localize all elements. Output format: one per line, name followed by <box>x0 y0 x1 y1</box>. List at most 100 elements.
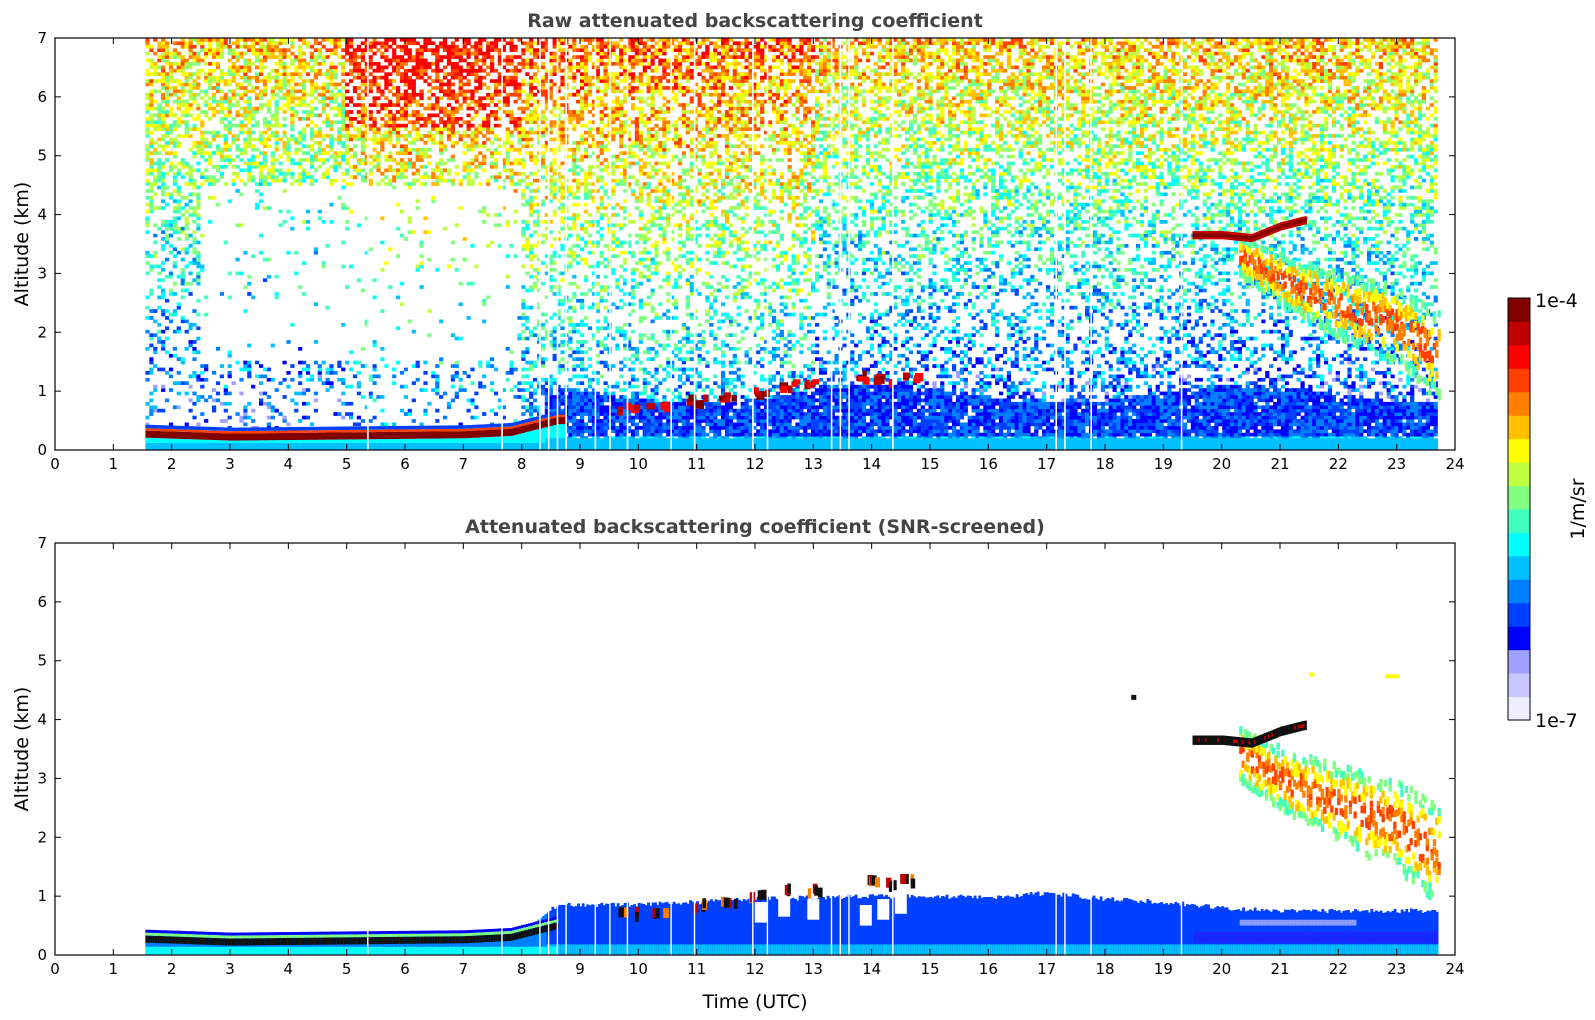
noise-cell <box>223 137 228 142</box>
noise-cell <box>533 110 538 114</box>
noise-cell <box>384 158 389 162</box>
noise-cell <box>176 168 181 173</box>
noise-cell <box>223 117 228 121</box>
noise-cell <box>548 178 553 183</box>
noise-cell <box>341 178 346 183</box>
noise-cell <box>380 65 385 70</box>
noise-cell <box>482 206 487 210</box>
noise-cell <box>470 244 475 248</box>
noise-cell <box>266 422 271 427</box>
noise-cell <box>380 75 385 80</box>
noise-cell <box>619 178 624 183</box>
noise-cell <box>153 408 158 413</box>
noise-cell <box>615 202 620 207</box>
noise-cell <box>208 75 213 80</box>
noise-cell <box>247 281 252 286</box>
noise-cell <box>403 62 408 66</box>
noise-cell <box>540 82 546 87</box>
noise-cell <box>329 154 334 159</box>
noise-cell <box>259 58 264 63</box>
noise-cell <box>521 367 526 372</box>
noise-cell <box>259 391 264 396</box>
noise-cell <box>196 151 201 155</box>
noise-cell <box>266 377 271 382</box>
noise-cell <box>439 120 444 125</box>
noise-cell <box>525 92 530 97</box>
noise-cell <box>450 75 455 80</box>
noise-cell <box>337 134 342 138</box>
noise-cell <box>611 240 616 245</box>
noise-cell <box>591 103 596 107</box>
noise-cell <box>360 89 365 94</box>
noise-cell <box>435 408 440 413</box>
noise-cell <box>168 374 174 379</box>
noise-cell <box>623 127 628 131</box>
noise-cell <box>196 55 201 59</box>
noise-cell <box>599 147 604 152</box>
noise-cell <box>560 220 565 224</box>
noise-cell <box>302 158 307 162</box>
noise-cell <box>368 86 373 90</box>
noise-cell <box>552 268 557 272</box>
noise-cell <box>302 92 307 97</box>
noise-cell <box>376 127 381 131</box>
noise-cell <box>482 319 487 324</box>
noise-cell <box>372 79 377 83</box>
noise-cell <box>435 58 440 63</box>
noise-cell <box>149 123 154 128</box>
noise-cell <box>544 68 549 73</box>
noise-cell <box>188 92 193 97</box>
noise-cell <box>525 199 530 204</box>
noise-cell <box>431 374 436 379</box>
noise-cell <box>591 151 596 155</box>
noise-cell <box>450 117 455 121</box>
noise-cell <box>247 144 252 149</box>
noise-cell <box>298 65 303 70</box>
noise-cell <box>349 72 354 76</box>
noise-cell <box>603 165 608 169</box>
noise-cell <box>227 374 232 379</box>
noise-cell <box>513 99 518 104</box>
noise-cell <box>192 82 197 87</box>
noise-cell <box>286 106 291 111</box>
noise-cell <box>556 134 561 138</box>
noise-cell <box>149 117 154 121</box>
noise-cell <box>352 75 358 80</box>
noise-cell <box>623 168 628 173</box>
noise-cell <box>188 175 193 179</box>
noise-cell <box>368 44 373 49</box>
noise-cell <box>572 55 577 59</box>
noise-cell <box>403 237 408 241</box>
noise-cell <box>470 137 475 142</box>
noise-cell <box>317 99 322 104</box>
noise-cell <box>145 195 150 200</box>
noise-cell <box>302 68 307 73</box>
noise-cell <box>149 367 154 372</box>
noise-cell <box>623 113 628 118</box>
noise-cell <box>587 103 593 107</box>
noise-cell <box>533 189 538 193</box>
noise-cell <box>364 68 369 73</box>
noise-cell <box>627 343 632 348</box>
noise-cell <box>321 38 326 42</box>
noise-cell <box>313 158 318 162</box>
noise-cell <box>380 106 385 111</box>
noise-cell <box>529 364 534 368</box>
noise-cell <box>168 223 174 228</box>
noise-cell <box>200 41 205 46</box>
noise-cell <box>462 44 467 49</box>
noise-cell <box>282 178 287 183</box>
noise-cell <box>603 75 608 80</box>
noise-cell <box>623 257 628 262</box>
noise-cell <box>599 44 604 49</box>
noise-cell <box>290 182 295 186</box>
noise-cell <box>247 103 252 107</box>
noise-cell <box>294 58 299 63</box>
noise-cell <box>196 254 201 258</box>
noise-cell <box>145 168 150 173</box>
noise-cell <box>411 171 416 176</box>
noise-cell <box>294 151 299 155</box>
noise-cell <box>399 75 405 80</box>
noise-cell <box>548 120 553 125</box>
noise-cell <box>180 65 185 70</box>
